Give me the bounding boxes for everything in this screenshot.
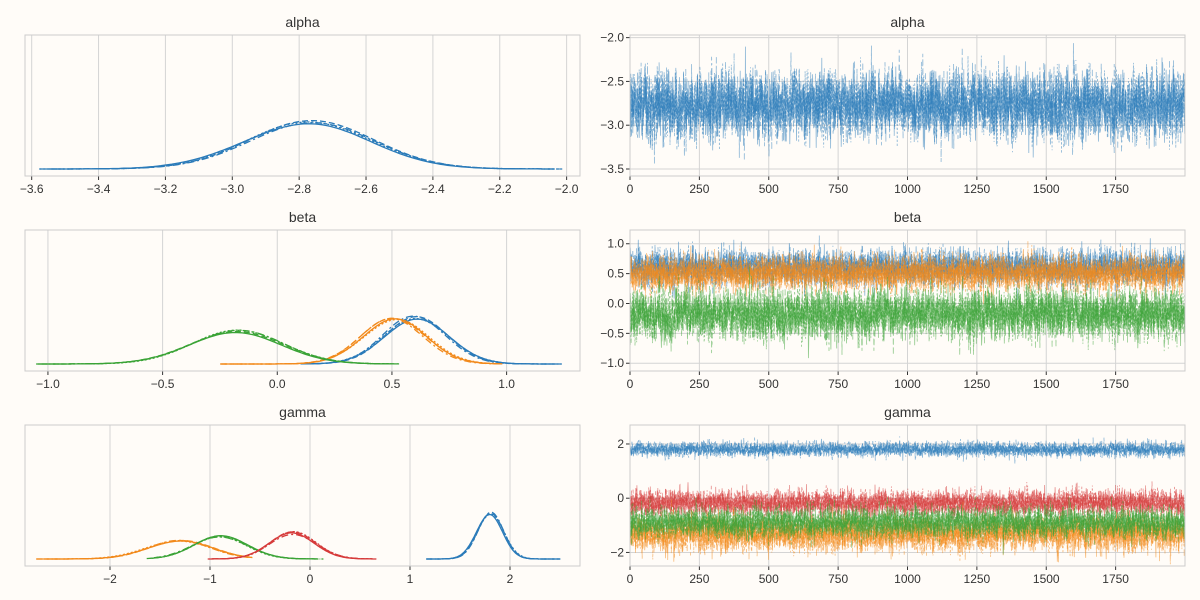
panel-title: gamma — [884, 404, 931, 420]
x-tick-label: −1.0 — [36, 377, 60, 391]
density-line-orange-chain-1 — [44, 540, 253, 560]
x-tick-label: 1000 — [894, 182, 921, 196]
trace-line-green-chain-3 — [630, 274, 1185, 351]
y-tick-label: 0 — [617, 491, 624, 505]
density-line-blue-chain-4 — [300, 315, 553, 365]
y-tick-label: 1.0 — [607, 237, 624, 251]
x-tick-label: −2.2 — [488, 182, 512, 196]
x-tick-label: 1250 — [964, 377, 991, 391]
panel-density-beta: beta −1.0 −0.5 0.0 0.5 1.0 — [24, 209, 581, 391]
panel-density-gamma: gamma −2 −1 0 1 2 — [24, 404, 581, 586]
x-tick-label: −0.5 — [151, 377, 175, 391]
x-tick-label: −3.4 — [87, 182, 111, 196]
density-line-blue-chain-3 — [429, 513, 560, 560]
x-tick-label: 1.0 — [498, 377, 515, 391]
x-tick-label: 1500 — [1033, 182, 1060, 196]
x-tick-label: −3.6 — [20, 182, 44, 196]
density-line-orange-chain-2 — [36, 539, 251, 560]
x-tick-label: −2.0 — [555, 182, 579, 196]
density-line-green-chain-4 — [37, 329, 400, 365]
trace-line-blue-chain-4 — [630, 436, 1185, 465]
x-tick-label: 1000 — [894, 572, 921, 586]
x-tick-label: 0.0 — [269, 377, 286, 391]
x-tick-label: 0 — [627, 377, 634, 391]
y-tick-label: 0.0 — [607, 296, 624, 310]
density-line-blue-chain-1 — [39, 123, 554, 170]
y-tick-label: −3.0 — [600, 118, 624, 132]
x-tick-label: 1750 — [1102, 572, 1129, 586]
panel-title: beta — [894, 209, 921, 225]
x-tick-label: 1500 — [1033, 377, 1060, 391]
trace-line-orange-chain-4 — [630, 241, 1185, 304]
x-tick-label: 1750 — [1102, 377, 1129, 391]
x-tick-label: −2 — [103, 572, 117, 586]
x-tick-label: 1250 — [964, 182, 991, 196]
x-tick-label: −2.6 — [354, 182, 378, 196]
x-tick-label: −2.8 — [287, 182, 311, 196]
density-line-blue-chain-1 — [426, 513, 561, 560]
density-line-green-chain-1 — [36, 331, 393, 365]
density-line-orange-chain-3 — [43, 540, 253, 560]
panel-title: beta — [289, 209, 316, 225]
density-line-orange-chain-4 — [220, 317, 501, 365]
x-tick-label: 500 — [759, 182, 779, 196]
x-tick-label: 1250 — [964, 572, 991, 586]
plot-frame — [629, 424, 1186, 567]
y-tick-label: −2.5 — [600, 74, 624, 88]
x-tick-label: 0 — [307, 572, 314, 586]
y-tick-label: −2.0 — [600, 31, 624, 45]
x-tick-label: 0 — [627, 572, 634, 586]
x-tick-label: −2.4 — [421, 182, 445, 196]
panel-title: alpha — [890, 14, 924, 30]
x-tick-label: 500 — [759, 572, 779, 586]
x-tick-label: 2 — [507, 572, 514, 586]
density-line-blue-chain-2 — [426, 512, 560, 560]
y-tick-label: −2 — [610, 545, 624, 559]
x-tick-label: −1 — [203, 572, 217, 586]
x-tick-label: 0 — [627, 182, 634, 196]
plot-frame — [24, 424, 581, 567]
x-tick-label: 1500 — [1033, 572, 1060, 586]
x-tick-label: 1000 — [894, 377, 921, 391]
x-tick-label: 750 — [828, 572, 848, 586]
trace-line-red-chain-4 — [630, 484, 1185, 520]
x-tick-label: 250 — [689, 572, 709, 586]
y-tick-label: 0.5 — [607, 267, 624, 281]
plot-frame — [24, 229, 581, 372]
x-tick-label: 1 — [407, 572, 414, 586]
x-tick-label: 750 — [828, 377, 848, 391]
x-tick-label: −3.0 — [220, 182, 244, 196]
y-tick-label: 2 — [617, 437, 624, 451]
x-tick-label: 1750 — [1102, 182, 1129, 196]
panel-title: gamma — [279, 404, 326, 420]
x-tick-label: 250 — [689, 182, 709, 196]
plot-frame — [629, 34, 1186, 177]
density-line-blue-chain-4 — [426, 511, 561, 560]
panel-density-alpha: alpha −3.6 −3.4 −3.2 −3.0 −2.8 −2.6 −2.4 −2.2 −2.… — [20, 14, 581, 196]
x-tick-label: 250 — [689, 377, 709, 391]
x-tick-label: 500 — [759, 377, 779, 391]
x-tick-label: 0.5 — [384, 377, 401, 391]
density-line-orange-chain-4 — [36, 539, 249, 560]
density-line-green-chain-2 — [41, 330, 398, 365]
density-line-blue-chain-3 — [39, 121, 563, 170]
density-line-blue-chain-4 — [52, 122, 563, 170]
y-tick-label: −0.5 — [600, 326, 624, 340]
trace-line-green-chain-4 — [630, 275, 1185, 355]
panel-trace-beta: beta 0 250 500 750 1000 1250 1500 1750 −1.0 −0.5 0.… — [600, 209, 1186, 391]
plot-frame — [629, 229, 1186, 372]
y-tick-label: −3.5 — [600, 162, 624, 176]
trace-line-green-chain-4 — [630, 496, 1185, 546]
density-line-orange-chain-3 — [224, 318, 504, 365]
panel-title: alpha — [285, 14, 319, 30]
panel-trace-alpha: alpha 0 250 500 750 1000 1250 1500 1750 −3.5 −3.0 −… — [600, 14, 1186, 196]
x-tick-label: 750 — [828, 182, 848, 196]
y-tick-label: −1.0 — [600, 356, 624, 370]
trace-line-blue-chain-4 — [630, 48, 1185, 164]
x-tick-label: −3.2 — [154, 182, 178, 196]
density-line-red-chain-2 — [212, 531, 372, 560]
plot-frame — [24, 34, 581, 177]
